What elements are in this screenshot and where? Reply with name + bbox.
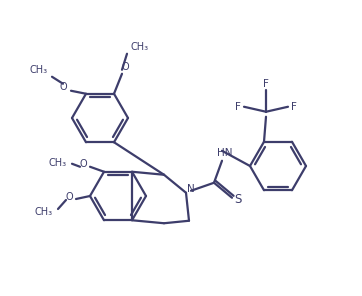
Text: O: O <box>65 192 73 202</box>
Text: F: F <box>235 102 241 112</box>
Text: CH₃: CH₃ <box>130 42 148 52</box>
Text: CH₃: CH₃ <box>30 65 48 75</box>
Text: CH₃: CH₃ <box>49 158 67 168</box>
Text: F: F <box>263 79 269 89</box>
Text: CH₃: CH₃ <box>35 207 53 217</box>
Text: N: N <box>187 184 195 194</box>
Text: HN: HN <box>217 148 233 158</box>
Text: F: F <box>291 102 297 112</box>
Text: O: O <box>79 159 87 169</box>
Text: S: S <box>234 193 242 206</box>
Text: O: O <box>121 62 129 72</box>
Text: O: O <box>59 82 67 92</box>
